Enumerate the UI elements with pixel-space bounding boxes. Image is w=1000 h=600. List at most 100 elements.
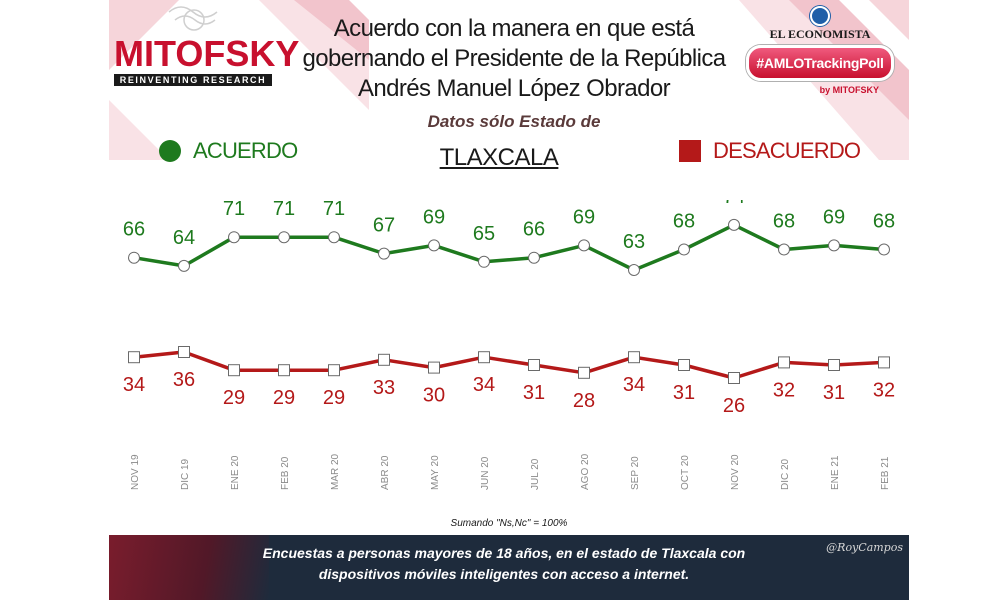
data-point-acuerdo xyxy=(428,239,440,252)
title-line-1: Acuerdo con la manera en que está xyxy=(333,15,695,42)
legend-desacuerdo: DESACUERDO xyxy=(679,138,861,164)
data-label-desacuerdo: 34 xyxy=(623,374,645,396)
footer-accent-band xyxy=(109,535,269,600)
footer-text-line-1: Encuestas a personas mayores de 18 años,… xyxy=(262,545,746,561)
data-label-desacuerdo: 36 xyxy=(173,369,195,391)
data-label-acuerdo: 66 xyxy=(123,219,145,241)
x-tick-label: ENE 20 xyxy=(230,455,241,490)
x-tick-label: NOV 19 xyxy=(130,454,141,490)
data-point-desacuerdo xyxy=(178,346,190,358)
x-tick-label: FEB 21 xyxy=(880,456,891,490)
data-point-acuerdo xyxy=(728,218,740,231)
data-point-desacuerdo xyxy=(578,366,590,379)
data-point-acuerdo xyxy=(178,259,190,272)
state-name: TLAXCALA xyxy=(439,144,559,171)
data-label-acuerdo: 71 xyxy=(273,200,295,220)
data-label-acuerdo: 63 xyxy=(623,231,645,253)
data-point-acuerdo xyxy=(378,247,390,260)
data-point-desacuerdo xyxy=(828,359,840,371)
data-label-acuerdo: 68 xyxy=(773,211,795,233)
data-point-desacuerdo xyxy=(678,359,690,371)
mitofsky-logo: MITOFSKY REINVENTING RESEARCH xyxy=(114,33,300,86)
economista-logo: EL ECONOMISTA #AMLOTrackingPoll by MITOF… xyxy=(745,6,895,95)
by-mitofsky: by MITOFSKY xyxy=(819,85,879,95)
data-label-acuerdo: 71 xyxy=(223,200,245,220)
legend-desacuerdo-marker xyxy=(679,140,701,162)
data-label-desacuerdo: 30 xyxy=(423,385,445,407)
data-label-acuerdo: 69 xyxy=(573,206,595,228)
data-point-acuerdo xyxy=(828,239,840,252)
data-point-acuerdo xyxy=(778,243,790,256)
data-point-acuerdo xyxy=(878,243,890,256)
data-label-desacuerdo: 26 xyxy=(723,395,745,417)
economista-name: EL ECONOMISTA xyxy=(769,27,871,41)
data-label-acuerdo: 69 xyxy=(423,206,445,228)
data-label-acuerdo: 67 xyxy=(373,215,395,237)
legend-acuerdo-label: ACUERDO xyxy=(193,138,298,163)
x-tick-label: SEP 20 xyxy=(630,456,641,490)
x-tick-label: ABR 20 xyxy=(380,455,391,490)
data-point-acuerdo xyxy=(628,264,640,276)
data-point-desacuerdo xyxy=(278,364,290,377)
x-tick-label: JUL 20 xyxy=(530,458,541,490)
data-label-desacuerdo: 31 xyxy=(823,382,845,404)
data-label-desacuerdo: 29 xyxy=(323,387,345,409)
data-label-desacuerdo: 34 xyxy=(473,374,495,396)
data-point-acuerdo xyxy=(678,243,690,256)
data-point-acuerdo xyxy=(128,251,140,264)
x-tick-label: AGO 20 xyxy=(580,453,591,490)
data-point-acuerdo xyxy=(278,231,290,244)
data-label-acuerdo: 68 xyxy=(873,211,895,233)
data-point-acuerdo xyxy=(578,239,590,252)
author-signature: @RoyCampos xyxy=(826,541,903,554)
globe-icon xyxy=(810,6,830,26)
data-label-desacuerdo: 32 xyxy=(873,379,895,401)
data-point-desacuerdo xyxy=(378,353,390,366)
data-point-acuerdo xyxy=(478,255,490,268)
data-label-acuerdo: 69 xyxy=(823,206,845,228)
x-tick-label: DIC 20 xyxy=(780,458,791,490)
x-tick-label: ENE 21 xyxy=(830,455,841,490)
x-tick-label: FEB 20 xyxy=(280,456,291,490)
infographic-frame: MITOFSKY REINVENTING RESEARCH EL ECONOMI… xyxy=(109,0,909,600)
data-label-desacuerdo: 29 xyxy=(223,387,245,409)
footer-banner: Encuestas a personas mayores de 18 años,… xyxy=(109,535,909,600)
x-tick-label: NOV 20 xyxy=(730,454,741,490)
data-label-desacuerdo: 32 xyxy=(773,379,795,401)
mitofsky-logo-name: MITOFSKY xyxy=(114,33,300,74)
data-label-acuerdo: 66 xyxy=(523,219,545,241)
data-label-acuerdo: 71 xyxy=(323,200,345,220)
data-point-desacuerdo xyxy=(528,359,540,371)
chart-subtitle: Datos sólo Estado de xyxy=(427,112,601,131)
data-point-desacuerdo xyxy=(628,351,640,364)
data-point-desacuerdo xyxy=(128,351,140,364)
footnote: Sumando "Ns,Nc" = 100% xyxy=(450,518,568,529)
data-label-acuerdo: 65 xyxy=(473,223,495,245)
data-label-desacuerdo: 31 xyxy=(673,382,695,404)
title-line-2: gobernando el Presidente de la República xyxy=(302,45,727,72)
x-tick-label: DIC 19 xyxy=(180,458,191,490)
data-label-desacuerdo: 34 xyxy=(123,374,145,396)
decorative-stripes-left xyxy=(109,0,369,160)
data-label-desacuerdo: 29 xyxy=(273,387,295,409)
x-tick-label: JUN 20 xyxy=(480,456,491,490)
data-point-desacuerdo xyxy=(728,372,740,384)
legend-acuerdo: ACUERDO xyxy=(159,138,298,164)
data-point-desacuerdo xyxy=(328,364,340,377)
data-point-desacuerdo xyxy=(478,351,490,364)
data-point-desacuerdo xyxy=(778,356,790,369)
data-point-desacuerdo xyxy=(228,364,240,377)
footer-text: Encuestas a personas mayores de 18 años,… xyxy=(249,543,759,585)
data-label-desacuerdo: 33 xyxy=(373,377,395,399)
x-tick-label: OCT 20 xyxy=(680,455,691,490)
data-point-acuerdo xyxy=(528,251,540,264)
series-line-acuerdo xyxy=(133,223,885,272)
title-line-3: Andrés Manuel López Obrador xyxy=(358,75,671,102)
mitofsky-logo-tagline: REINVENTING RESEARCH xyxy=(114,74,272,86)
data-label-acuerdo: 74 xyxy=(723,200,745,208)
data-point-acuerdo xyxy=(228,231,240,244)
data-label-acuerdo: 64 xyxy=(173,227,195,249)
tracking-poll-badge: #AMLOTrackingPoll xyxy=(746,45,894,81)
data-point-desacuerdo xyxy=(878,356,890,369)
footer-text-line-2: dispositivos móviles inteligentes con ac… xyxy=(318,566,690,582)
